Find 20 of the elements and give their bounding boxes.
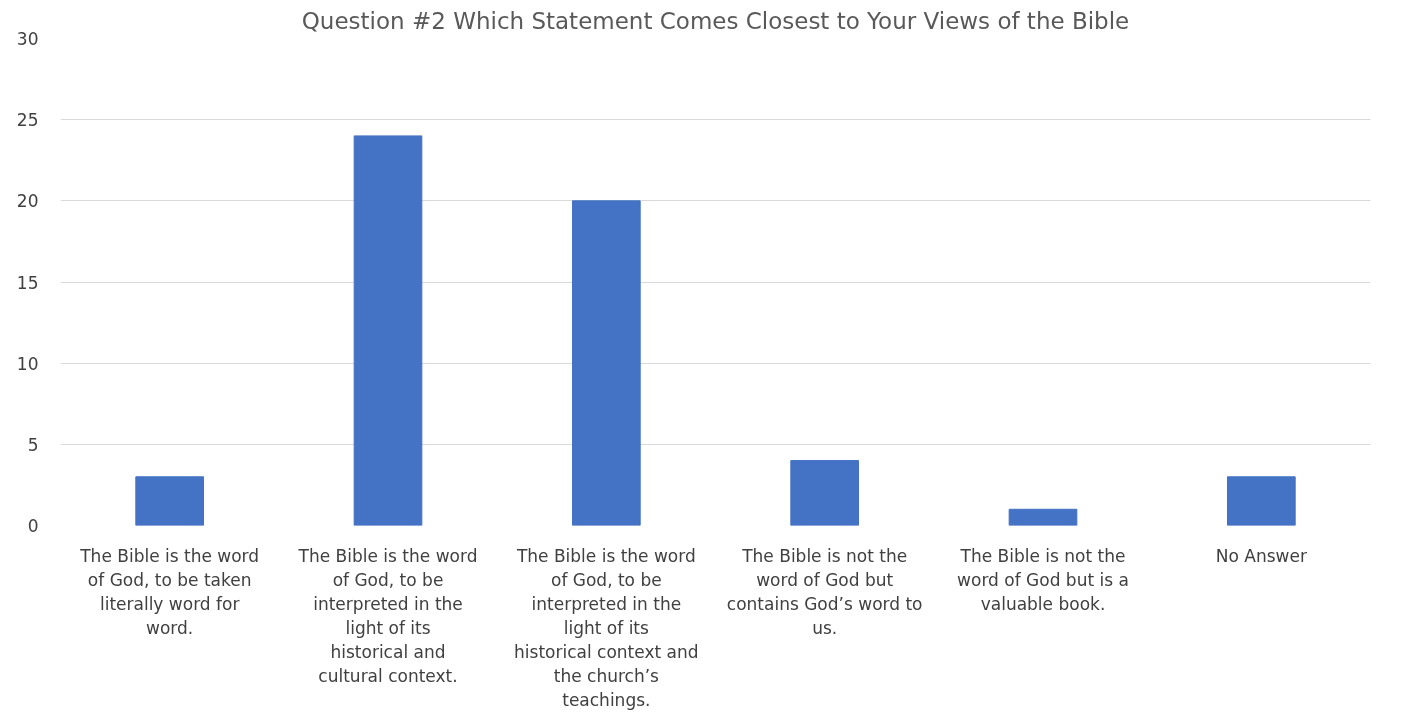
bar: [1226, 476, 1296, 526]
x-tick-label: The Bible is not the word of God but is a valuable book.: [957, 545, 1129, 614]
x-tick-label: The Bible is the word of God, to be taken literally word for word.: [79, 545, 260, 638]
y-tick-label: 25: [16, 110, 39, 131]
y-tick-label: 15: [16, 272, 39, 293]
bar: [1008, 508, 1078, 526]
bar: [790, 460, 860, 526]
bar: [135, 476, 205, 526]
x-tick-label: The Bible is the word of God, to be interpreted in the light of its historical context and the church’s teachings.: [514, 545, 699, 710]
y-tick-label: 30: [16, 29, 39, 49]
y-tick-label: 10: [16, 353, 39, 374]
bar: [353, 135, 423, 526]
x-tick-label: The Bible is the word of God, to be interpreted in the light of its historical and cultural context.: [297, 545, 478, 686]
x-tick-label: The Bible is not the word of God but contains God’s word to us.: [726, 545, 923, 638]
y-tick-label: 0: [27, 516, 39, 536]
y-tick-label: 20: [16, 191, 39, 212]
bar: [571, 200, 641, 526]
chart-title: Question #2 Which Statement Comes Closest to Your Views of the Bible: [301, 7, 1130, 34]
y-tick-label: 5: [27, 434, 39, 455]
x-tick-label: No Answer: [1215, 545, 1307, 566]
